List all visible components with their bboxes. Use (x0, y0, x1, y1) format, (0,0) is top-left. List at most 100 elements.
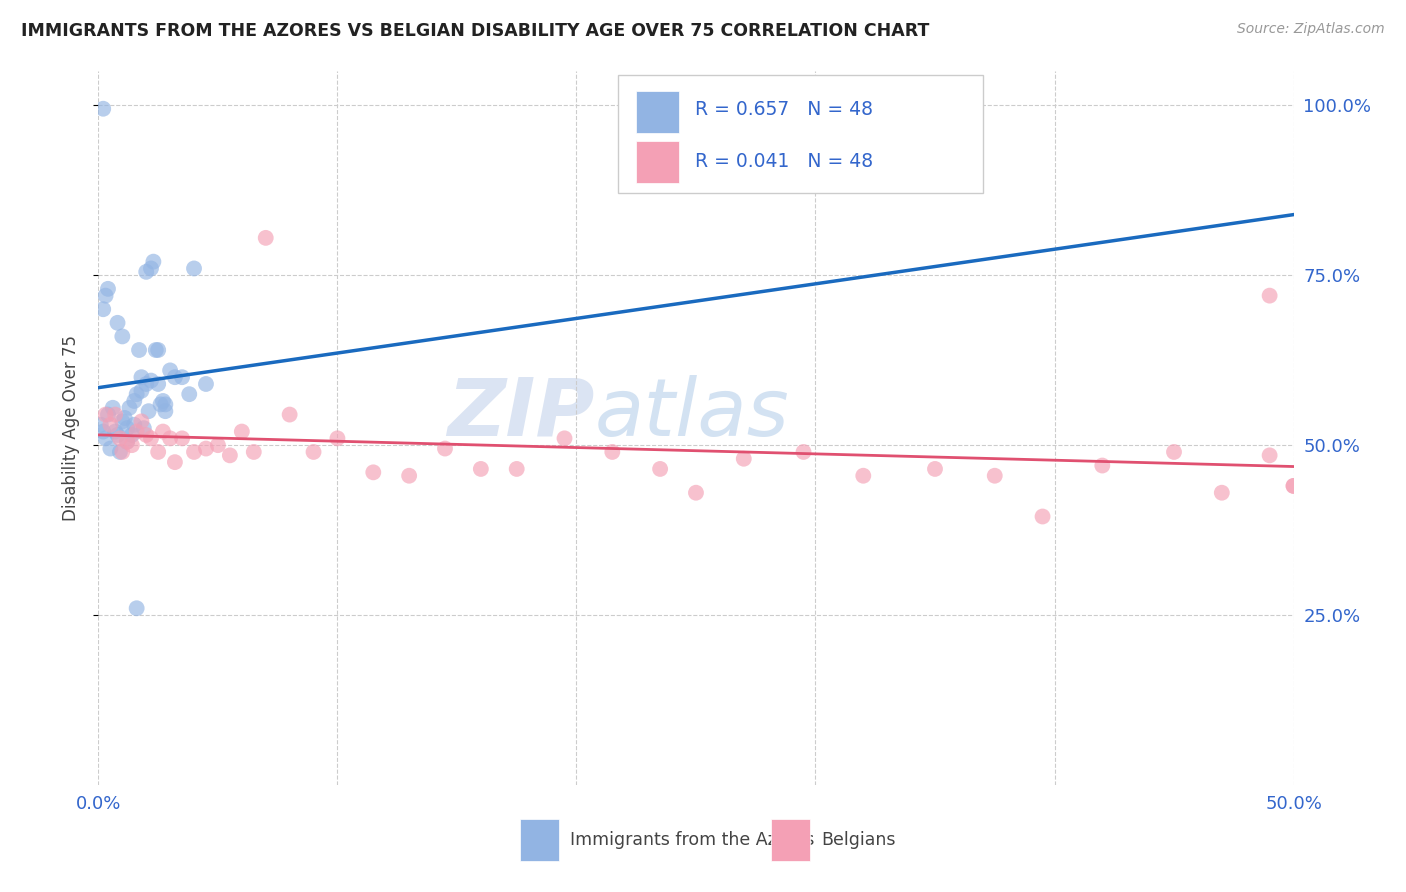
Point (254, 231, 277, 245)
Point (155, 404, 177, 418)
Point (135, 376, 157, 391)
Point (434, 442, 457, 456)
Point (648, 462, 672, 476)
Point (1282, 479, 1305, 493)
Point (94, 288, 117, 302)
Text: Source: ZipAtlas.com: Source: ZipAtlas.com (1237, 22, 1385, 37)
Text: IMMIGRANTS FROM THE AZORES VS BELGIAN DISABILITY AGE OVER 75 CORRELATION CHART: IMMIGRANTS FROM THE AZORES VS BELGIAN DI… (21, 22, 929, 40)
Point (131, 414, 153, 428)
Point (602, 445, 624, 459)
Point (124, 417, 146, 432)
Point (1032, 509, 1054, 524)
Point (1282, 479, 1305, 493)
Point (91, 102, 114, 116)
Point (148, 376, 170, 391)
Point (207, 438, 229, 452)
Point (135, 265, 157, 279)
Text: Belgians: Belgians (821, 831, 896, 849)
Point (98, 417, 122, 432)
Point (108, 431, 131, 445)
Point (107, 428, 129, 442)
Point (97, 408, 120, 422)
Point (179, 387, 201, 401)
Point (163, 455, 186, 469)
Point (107, 316, 129, 330)
Point (302, 445, 325, 459)
Point (91, 302, 114, 317)
Point (195, 376, 218, 391)
Point (111, 445, 134, 459)
Point (1091, 458, 1114, 473)
Point (94, 408, 117, 422)
Point (131, 384, 153, 398)
Point (852, 468, 875, 483)
Point (152, 425, 174, 439)
Point (984, 468, 1007, 483)
Point (148, 343, 170, 357)
Point (1163, 445, 1185, 459)
Point (1211, 485, 1233, 500)
Point (149, 397, 172, 411)
Point (90, 417, 112, 432)
Point (104, 408, 127, 422)
Point (111, 414, 134, 428)
Point (172, 370, 194, 384)
Point (243, 445, 266, 459)
Point (219, 448, 242, 462)
Point (98, 442, 122, 456)
Point (139, 431, 162, 445)
Point (115, 434, 138, 449)
Point (104, 425, 127, 439)
FancyBboxPatch shape (637, 141, 679, 184)
Point (152, 394, 174, 409)
Point (148, 445, 170, 459)
Point (138, 404, 160, 418)
Point (135, 428, 157, 442)
Point (91, 425, 114, 439)
Point (128, 343, 150, 357)
Point (278, 408, 301, 422)
FancyBboxPatch shape (772, 819, 810, 862)
Point (1258, 448, 1281, 462)
Point (363, 466, 385, 480)
Point (124, 394, 146, 409)
Point (1258, 288, 1281, 302)
Point (172, 431, 194, 445)
Text: R = 0.657   N = 48: R = 0.657 N = 48 (695, 101, 873, 120)
Point (142, 254, 165, 268)
Point (183, 445, 205, 459)
Point (145, 343, 167, 357)
Point (114, 411, 136, 425)
Point (139, 374, 162, 388)
Point (155, 397, 177, 411)
Point (506, 462, 529, 476)
Point (111, 329, 134, 343)
Text: R = 0.041   N = 48: R = 0.041 N = 48 (695, 152, 873, 170)
Point (183, 261, 205, 276)
Point (139, 261, 162, 276)
Point (101, 401, 124, 415)
Text: atlas: atlas (595, 375, 789, 453)
Point (924, 462, 946, 476)
Point (554, 431, 576, 445)
Point (159, 431, 181, 445)
Point (115, 434, 138, 449)
Point (131, 370, 153, 384)
Point (121, 428, 143, 442)
Point (97, 282, 120, 296)
Point (125, 425, 148, 439)
Point (115, 421, 138, 435)
Point (733, 451, 755, 466)
Text: Immigrants from the Azores: Immigrants from the Azores (571, 831, 815, 849)
Point (195, 442, 218, 456)
FancyBboxPatch shape (520, 819, 558, 862)
Point (94, 431, 117, 445)
Y-axis label: Disability Age Over 75: Disability Age Over 75 (62, 335, 80, 521)
Point (231, 425, 253, 439)
Point (793, 445, 815, 459)
Point (159, 363, 181, 377)
Point (121, 438, 143, 452)
Point (470, 462, 492, 476)
Point (326, 431, 349, 445)
FancyBboxPatch shape (619, 75, 983, 193)
